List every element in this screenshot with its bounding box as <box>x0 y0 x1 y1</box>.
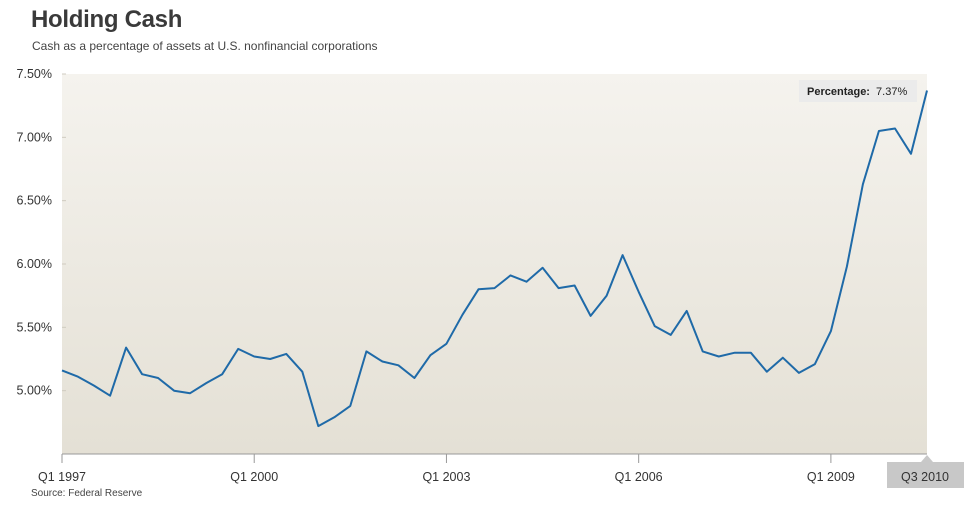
data-point[interactable] <box>476 286 482 292</box>
data-point[interactable] <box>267 356 273 362</box>
data-point[interactable] <box>540 265 546 271</box>
chart-title: Holding Cash <box>31 6 183 33</box>
data-point[interactable] <box>59 367 65 373</box>
data-point[interactable] <box>604 293 610 299</box>
x-highlight-pointer <box>921 455 933 462</box>
data-point[interactable] <box>668 332 674 338</box>
data-point[interactable] <box>700 348 706 354</box>
source-note: Source: Federal Reserve <box>31 488 143 499</box>
data-point[interactable] <box>235 346 241 352</box>
x-tick-label: Q1 2003 <box>422 470 470 484</box>
data-point[interactable] <box>363 348 369 354</box>
data-point[interactable] <box>347 403 353 409</box>
chart-subtitle: Cash as a percentage of assets at U.S. n… <box>32 39 378 53</box>
data-point[interactable] <box>732 350 738 356</box>
data-point[interactable] <box>780 355 786 361</box>
data-point[interactable] <box>427 352 433 358</box>
data-point[interactable] <box>315 423 321 429</box>
data-point[interactable] <box>892 126 898 132</box>
data-point[interactable] <box>636 289 642 295</box>
data-point[interactable] <box>460 312 466 318</box>
x-tick-label: Q1 2000 <box>230 470 278 484</box>
data-point[interactable] <box>844 264 850 270</box>
data-point[interactable] <box>395 362 401 368</box>
y-tick-label: 7.50% <box>17 67 52 81</box>
series-line-percentage[interactable] <box>61 90 928 428</box>
data-point[interactable] <box>828 328 834 334</box>
data-point[interactable] <box>508 272 514 278</box>
y-tick-label: 6.00% <box>17 257 52 271</box>
tooltip-text: Percentage: 7.37% <box>807 86 907 98</box>
y-tick-label: 5.50% <box>17 320 52 334</box>
data-point[interactable] <box>91 383 97 389</box>
data-point[interactable] <box>716 354 722 360</box>
tooltip-label: Percentage: <box>807 86 870 98</box>
x-tick-label: Q1 1997 <box>38 470 86 484</box>
data-point[interactable] <box>876 128 882 134</box>
tooltip-box <box>799 80 917 102</box>
data-point[interactable] <box>748 350 754 356</box>
data-point[interactable] <box>492 285 498 291</box>
data-point[interactable] <box>203 380 209 386</box>
data-point[interactable] <box>75 374 81 380</box>
y-tick-label: 7.00% <box>17 130 52 144</box>
data-point[interactable] <box>572 283 578 289</box>
data-point[interactable] <box>155 375 161 381</box>
data-point[interactable] <box>764 369 770 375</box>
data-point[interactable] <box>796 370 802 376</box>
data-point[interactable] <box>219 371 225 377</box>
data-point[interactable] <box>331 414 337 420</box>
data-point[interactable] <box>283 351 289 357</box>
x-highlight-box <box>887 462 964 488</box>
data-point[interactable] <box>924 88 930 94</box>
data-point[interactable] <box>443 341 449 347</box>
data-point[interactable] <box>139 371 145 377</box>
y-tick-label: 6.50% <box>17 194 52 208</box>
data-point[interactable] <box>379 359 385 365</box>
data-point[interactable] <box>171 388 177 394</box>
data-point[interactable] <box>908 151 914 157</box>
x-tick-label: Q1 2009 <box>807 470 855 484</box>
data-point[interactable] <box>620 252 626 258</box>
data-point[interactable] <box>411 375 417 381</box>
data-point[interactable] <box>684 308 690 314</box>
data-point[interactable] <box>588 313 594 319</box>
data-point[interactable] <box>812 361 818 367</box>
data-point[interactable] <box>524 279 530 285</box>
tooltip: Percentage: 7.37% <box>799 80 917 102</box>
plot-area <box>62 74 927 454</box>
data-point[interactable] <box>299 369 305 375</box>
data-point[interactable] <box>107 393 113 399</box>
tooltip-value: 7.37% <box>876 86 907 98</box>
data-point[interactable] <box>251 354 257 360</box>
data-point[interactable] <box>123 345 129 351</box>
x-tick-label: Q1 2006 <box>615 470 663 484</box>
data-point[interactable] <box>187 390 193 396</box>
data-point[interactable] <box>860 181 866 187</box>
x-tick-label: Q3 2010 <box>901 470 949 484</box>
data-point[interactable] <box>652 323 658 329</box>
y-tick-label: 5.00% <box>17 384 52 398</box>
data-point[interactable] <box>556 285 562 291</box>
